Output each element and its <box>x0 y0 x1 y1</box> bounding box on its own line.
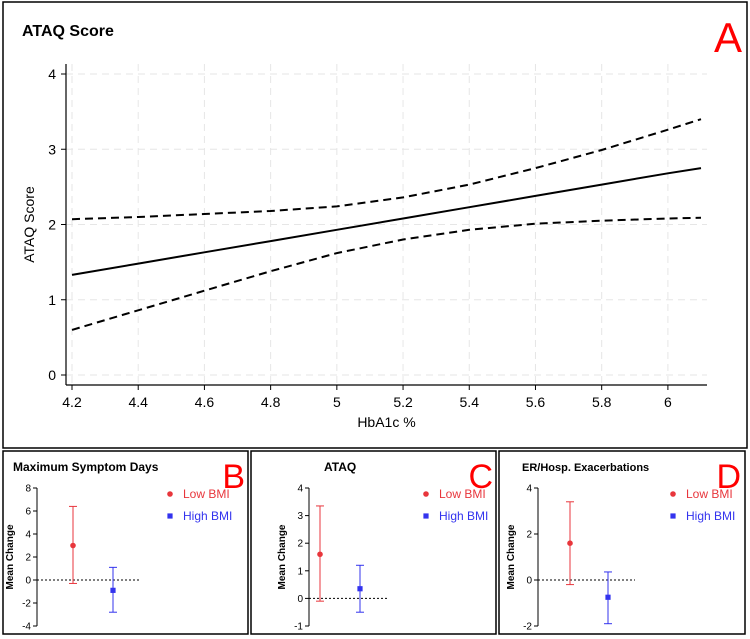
lower-ci-line <box>71 216 702 331</box>
panel-d-border <box>498 450 746 635</box>
panel-d: ER/Hosp. Exacerbations D -2 0 2 4 Mean Change L… <box>498 450 746 635</box>
y-tick-label: 4 <box>297 484 303 495</box>
mean-point-low-bmi <box>317 551 323 558</box>
panel-c: ATAQ C -1 0 1 2 3 4 Mean Change Low BMI High BMI <box>250 450 497 635</box>
x-tick-label: 4.2 <box>62 394 82 410</box>
panel-a-title: ATAQ Score <box>22 23 114 40</box>
panel-b-title: Maximum Symptom Days <box>13 460 159 474</box>
mean-point-low-bmi <box>567 540 573 546</box>
legend-label: Low BMI <box>439 487 486 501</box>
y-tick-label: -2 <box>523 622 532 633</box>
y-tick-label: 0 <box>48 367 56 383</box>
y-tick-label: 0 <box>25 576 31 587</box>
y-tick-label: 1 <box>48 292 56 308</box>
fit-line <box>71 167 702 276</box>
mean-point-low-bmi <box>70 542 76 549</box>
y-axis-label: Mean Change <box>277 524 288 589</box>
y-tick-label: 1 <box>297 566 303 577</box>
x-tick-label: 5.8 <box>592 394 612 410</box>
legend-marker <box>670 513 676 519</box>
panel-b-letter: B <box>222 458 245 496</box>
y-axis-label: Mean Change <box>5 524 16 589</box>
legend-marker <box>423 513 429 519</box>
y-tick-label: -4 <box>22 622 31 633</box>
legend-label: Low BMI <box>686 487 733 501</box>
legend-label: High BMI <box>183 509 232 523</box>
x-tick-label: 5 <box>333 394 341 410</box>
x-tick-label: 5.6 <box>526 394 546 410</box>
panel-d-title: ER/Hosp. Exacerbations <box>522 462 649 474</box>
y-tick-label: -1 <box>294 622 303 633</box>
y-tick-label: 0 <box>526 576 532 587</box>
y-tick-label: 0 <box>297 594 303 605</box>
y-tick-label: 8 <box>25 484 31 495</box>
y-axis-label: Mean Change <box>506 524 517 589</box>
y-tick-label: 4 <box>526 484 532 495</box>
panel-b-border <box>2 450 249 635</box>
x-tick-label: 4.6 <box>195 394 215 410</box>
x-tick-label: 4.4 <box>128 394 148 410</box>
mean-point-high-bmi <box>110 587 116 593</box>
legend-marker <box>670 491 676 497</box>
x-tick-label: 4.8 <box>261 394 281 410</box>
legend-label: High BMI <box>439 509 488 523</box>
y-tick-label: 4 <box>25 530 31 541</box>
panel-c-letter: C <box>468 458 493 496</box>
y-tick-label: 3 <box>48 141 56 157</box>
y-tick-label: 2 <box>48 217 56 233</box>
legend-label: High BMI <box>686 509 735 523</box>
panel-d-letter: D <box>716 458 741 496</box>
panel-b: Maximum Symptom Days B -4 -2 0 2 4 6 8 Mean Chang… <box>2 450 249 635</box>
x-axis-label: HbA1c % <box>357 414 415 430</box>
y-tick-label: -2 <box>22 599 31 610</box>
panel-a-letter: A <box>714 14 742 61</box>
mean-point-high-bmi <box>605 594 611 600</box>
panel-a: ATAQ Score A 4.2 4.4 4.6 4.8 5 5.2 5.4 5.6 5.8 6 0 1 2… <box>2 1 748 449</box>
y-axis-label: ATAQ Score <box>21 186 37 263</box>
legend-marker <box>167 491 173 497</box>
legend-marker <box>423 491 429 497</box>
x-tick-label: 5.4 <box>460 394 480 410</box>
y-tick-label: 2 <box>526 530 532 541</box>
mean-point-high-bmi <box>357 586 363 592</box>
y-tick-label: 2 <box>297 539 303 550</box>
legend-marker <box>167 513 173 519</box>
y-tick-label: 3 <box>297 511 303 522</box>
legend-label: Low BMI <box>183 487 230 501</box>
upper-ci-line <box>71 118 702 221</box>
y-tick-label: 2 <box>25 553 31 564</box>
x-tick-label: 5.2 <box>393 394 413 410</box>
panel-c-border <box>250 450 497 635</box>
panel-c-title: ATAQ <box>324 460 356 474</box>
x-tick-label: 6 <box>664 394 672 410</box>
y-tick-label: 6 <box>25 507 31 518</box>
y-tick-label: 4 <box>48 66 56 82</box>
